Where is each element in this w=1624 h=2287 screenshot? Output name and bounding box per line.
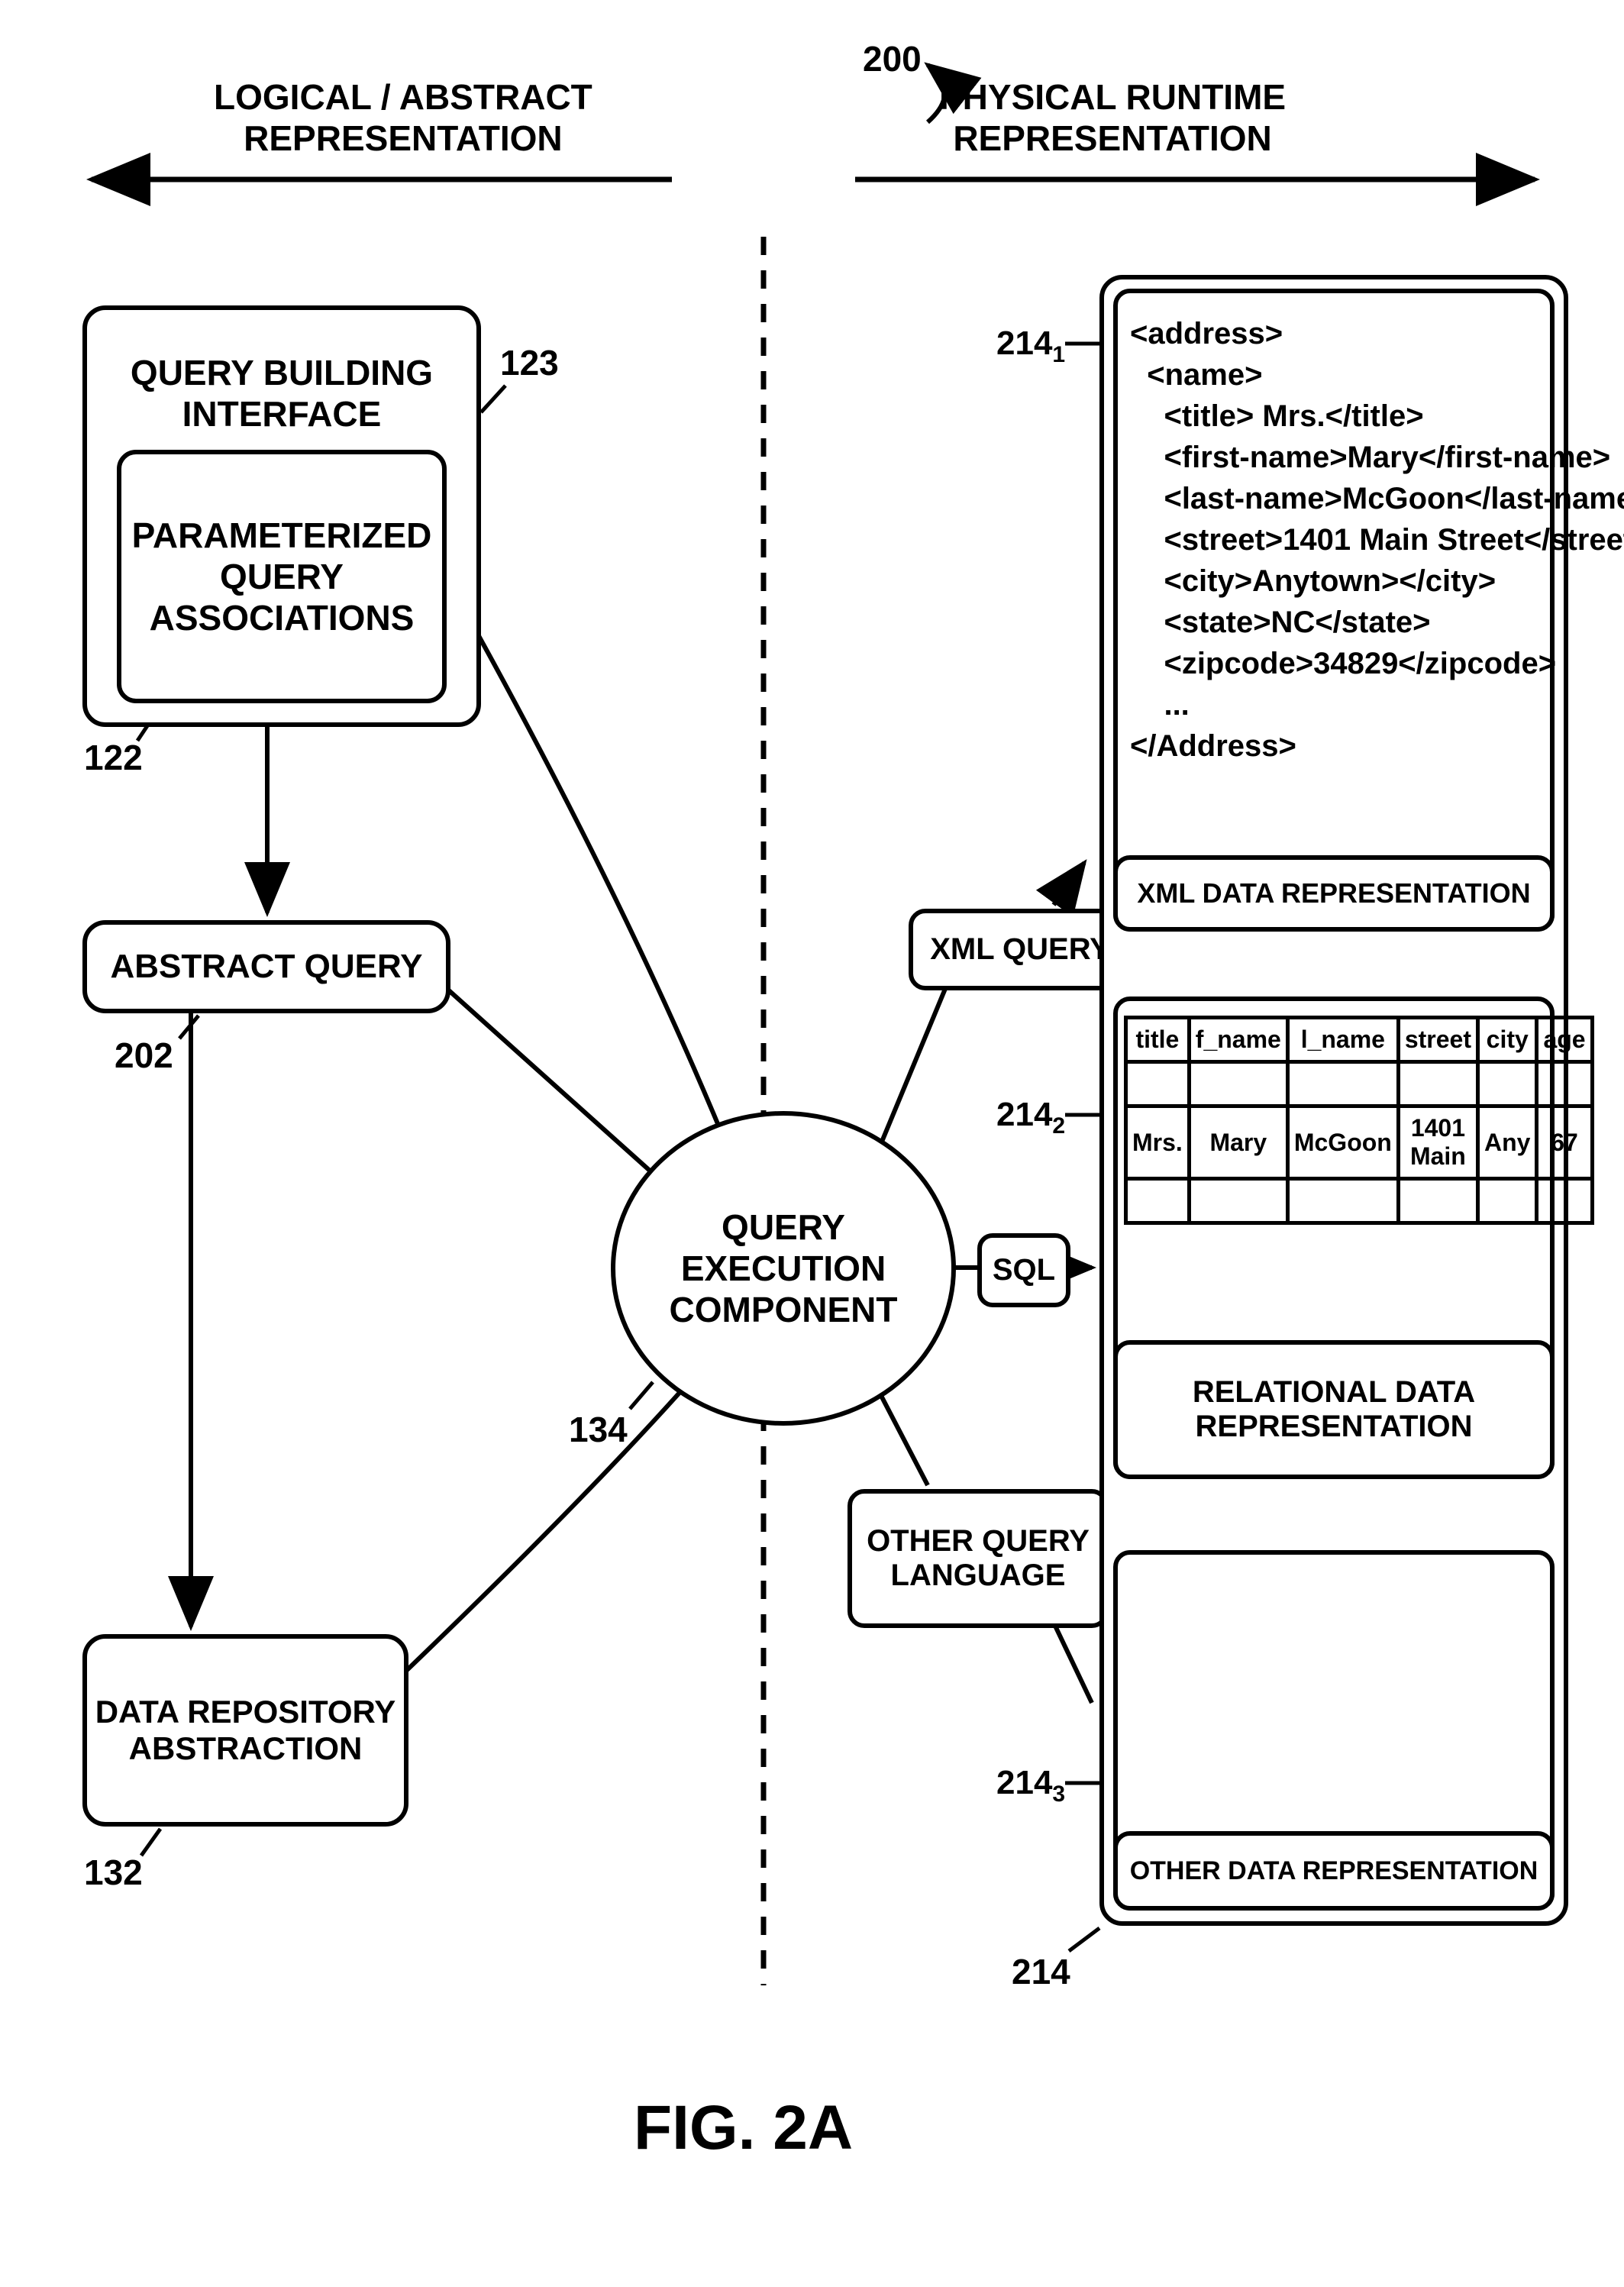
header-right-line2: REPRESENTATION [953,118,1271,158]
sql-label: SQL [993,1253,1055,1287]
xml-query-label: XML QUERY [930,932,1110,967]
ref-122: 122 [84,737,143,778]
pqa-l2: QUERY [220,556,344,597]
xml-rep-label: XML DATA REPRESENTATION [1137,877,1530,909]
qec-l2: EXECUTION [681,1248,886,1289]
xml-query-box: XML QUERY [909,909,1132,990]
table-data-row: Mrs. Mary McGoon 1401 Main Any 67 [1126,1106,1593,1179]
pqa-l1: PARAMETERIZED [132,515,432,556]
rel-label1: RELATIONAL DATA [1193,1375,1475,1410]
oql-l2: LANGUAGE [891,1559,1066,1593]
data-repository-abstraction-box: DATA REPOSITORY ABSTRACTION [82,1634,408,1827]
dra-l2: ABSTRACTION [129,1730,363,1767]
figure-label: FIG. 2A [634,2092,853,2164]
th-age: age [1537,1018,1592,1062]
pqa-l3: ASSOCIATIONS [150,597,415,638]
table-blank-row2 [1126,1179,1593,1223]
qbi-title2: INTERFACE [182,394,382,434]
header-left: LOGICAL / ABSTRACT REPRESENTATION [214,76,592,159]
qec-l1: QUERY [722,1206,845,1248]
xml-rep-label-bar: XML DATA REPRESENTATION [1113,855,1555,932]
ref-214: 214 [1012,1951,1070,1992]
td-fname: Mary [1189,1106,1287,1179]
qec-l3: COMPONENT [670,1289,898,1330]
header-left-line2: REPRESENTATION [244,118,562,158]
ref-214-3: 2143 [996,1764,1065,1807]
abstract-query-label: ABSTRACT QUERY [110,948,422,986]
td-age: 67 [1537,1106,1592,1179]
sql-query-box: SQL [977,1233,1070,1307]
th-lname: l_name [1287,1018,1398,1062]
td-city: Any [1477,1106,1536,1179]
query-execution-component: QUERY EXECUTION COMPONENT [611,1111,956,1426]
th-street: street [1398,1018,1477,1062]
diagram-canvas: 200 LOGICAL / ABSTRACT REPRESENTATION PH… [0,0,1624,2287]
table-header-row: title f_name l_name street city age [1126,1018,1593,1062]
td-title: Mrs. [1126,1106,1190,1179]
relational-table: title f_name l_name street city age Mrs.… [1124,1016,1594,1225]
rel-label2: REPRESENTATION [1196,1410,1473,1444]
other-query-language-box: OTHER QUERY LANGUAGE [848,1489,1109,1628]
qbi-title1: QUERY BUILDING [131,353,433,392]
th-city: city [1477,1018,1536,1062]
relational-rep-label-bar: RELATIONAL DATA REPRESENTATION [1113,1340,1555,1479]
table-blank-row [1126,1062,1593,1106]
th-title: title [1126,1018,1190,1062]
th-fname: f_name [1189,1018,1287,1062]
dra-l1: DATA REPOSITORY [95,1694,396,1730]
query-building-interface-box: QUERY BUILDING INTERFACE PARAMETERIZED Q… [82,305,481,727]
ref-132: 132 [84,1852,143,1893]
oql-l1: OTHER QUERY [867,1524,1090,1559]
abstract-query-box: ABSTRACT QUERY [82,920,450,1013]
ref-123: 123 [500,342,559,383]
td-street: 1401 Main [1398,1106,1477,1179]
ref-134: 134 [569,1409,628,1450]
ref-214-1: 2141 [996,325,1065,368]
xml-content: <address> <name> <title> Mrs.</title> <f… [1130,313,1624,767]
ref-200: 200 [863,38,922,79]
parameterized-query-associations-box: PARAMETERIZED QUERY ASSOCIATIONS [117,450,447,703]
header-left-line1: LOGICAL / ABSTRACT [214,77,592,117]
ref-214-2: 2142 [996,1096,1065,1139]
other-rep-label-bar: OTHER DATA REPRESENTATION [1113,1831,1555,1911]
header-right: PHYSICAL RUNTIME REPRESENTATION [939,76,1286,159]
ref-202: 202 [115,1035,173,1076]
td-lname: McGoon [1287,1106,1398,1179]
other-rep-label: OTHER DATA REPRESENTATION [1130,1856,1538,1886]
header-right-line1: PHYSICAL RUNTIME [939,77,1286,117]
